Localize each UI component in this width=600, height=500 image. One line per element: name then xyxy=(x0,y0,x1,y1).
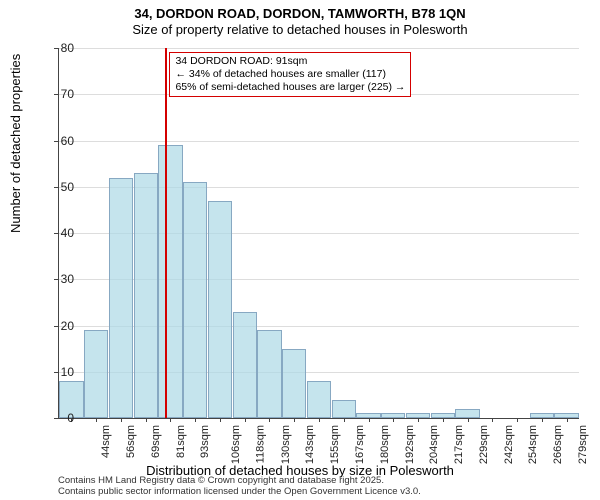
x-tick-label: 229sqm xyxy=(478,425,490,464)
x-tick-label: 130sqm xyxy=(280,425,292,464)
y-tick-mark xyxy=(54,94,58,95)
histogram-bar xyxy=(208,201,232,418)
x-tick-label: 217sqm xyxy=(453,425,465,464)
x-tick-mark xyxy=(195,418,196,422)
x-tick-label: 254sqm xyxy=(527,425,539,464)
histogram-bar xyxy=(109,178,133,419)
reference-line xyxy=(165,48,167,418)
plot-area: 34 DORDON ROAD: 91sqm← 34% of detached h… xyxy=(58,48,579,419)
y-tick-mark xyxy=(54,372,58,373)
x-tick-mark xyxy=(517,418,518,422)
x-tick-label: 242sqm xyxy=(503,425,515,464)
x-tick-mark xyxy=(468,418,469,422)
histogram-bar xyxy=(84,330,108,418)
histogram-bar xyxy=(282,349,306,418)
x-tick-mark xyxy=(146,418,147,422)
x-tick-mark xyxy=(344,418,345,422)
histogram-bar xyxy=(134,173,158,418)
callout-box: 34 DORDON ROAD: 91sqm← 34% of detached h… xyxy=(169,52,411,97)
x-tick-mark xyxy=(96,418,97,422)
x-tick-label: 44sqm xyxy=(100,425,112,458)
x-tick-label: 192sqm xyxy=(404,425,416,464)
y-tick-mark xyxy=(54,418,58,419)
x-tick-label: 106sqm xyxy=(230,425,242,464)
x-tick-label: 69sqm xyxy=(150,425,162,458)
x-tick-mark xyxy=(269,418,270,422)
x-tick-mark xyxy=(418,418,419,422)
y-axis-label: Number of detached properties xyxy=(8,54,23,233)
x-tick-label: 167sqm xyxy=(354,425,366,464)
x-tick-label: 56sqm xyxy=(125,425,137,458)
y-tick-mark xyxy=(54,48,58,49)
x-tick-label: 143sqm xyxy=(305,425,317,464)
copyright-text: Contains HM Land Registry data © Crown c… xyxy=(58,476,421,498)
x-tick-mark xyxy=(393,418,394,422)
y-tick-mark xyxy=(54,279,58,280)
chart-title-main: 34, DORDON ROAD, DORDON, TAMWORTH, B78 1… xyxy=(0,6,600,21)
x-tick-label: 266sqm xyxy=(552,425,564,464)
histogram-bar xyxy=(455,409,479,418)
x-tick-mark xyxy=(245,418,246,422)
x-tick-mark xyxy=(319,418,320,422)
histogram-bar xyxy=(257,330,281,418)
y-tick-mark xyxy=(54,141,58,142)
x-tick-mark xyxy=(220,418,221,422)
y-tick-mark xyxy=(54,326,58,327)
histogram-bar xyxy=(158,145,182,418)
x-tick-mark xyxy=(542,418,543,422)
chart-title-sub: Size of property relative to detached ho… xyxy=(0,22,600,37)
histogram-bar xyxy=(332,400,356,419)
x-tick-mark xyxy=(170,418,171,422)
x-tick-label: 204sqm xyxy=(428,425,440,464)
x-tick-label: 118sqm xyxy=(254,425,266,463)
x-tick-label: 81sqm xyxy=(175,425,187,458)
y-tick-mark xyxy=(54,187,58,188)
x-tick-label: 279sqm xyxy=(577,425,589,464)
x-tick-mark xyxy=(369,418,370,422)
x-tick-label: 180sqm xyxy=(379,425,391,464)
grid-line xyxy=(59,141,579,142)
callout-line-3: 65% of semi-detached houses are larger (… xyxy=(175,81,405,94)
callout-line-1: 34 DORDON ROAD: 91sqm xyxy=(175,55,405,68)
x-tick-mark xyxy=(294,418,295,422)
histogram-bar xyxy=(233,312,257,418)
histogram-bar xyxy=(307,381,331,418)
histogram-bar xyxy=(183,182,207,418)
grid-line xyxy=(59,48,579,49)
x-tick-label: 155sqm xyxy=(329,425,341,464)
x-tick-mark xyxy=(443,418,444,422)
x-tick-mark xyxy=(121,418,122,422)
callout-line-2: ← 34% of detached houses are smaller (11… xyxy=(175,68,405,81)
y-tick-mark xyxy=(54,233,58,234)
x-tick-mark xyxy=(567,418,568,422)
copyright-line-2: Contains public sector information licen… xyxy=(58,487,421,498)
x-tick-mark xyxy=(492,418,493,422)
x-tick-label: 93sqm xyxy=(199,425,211,458)
